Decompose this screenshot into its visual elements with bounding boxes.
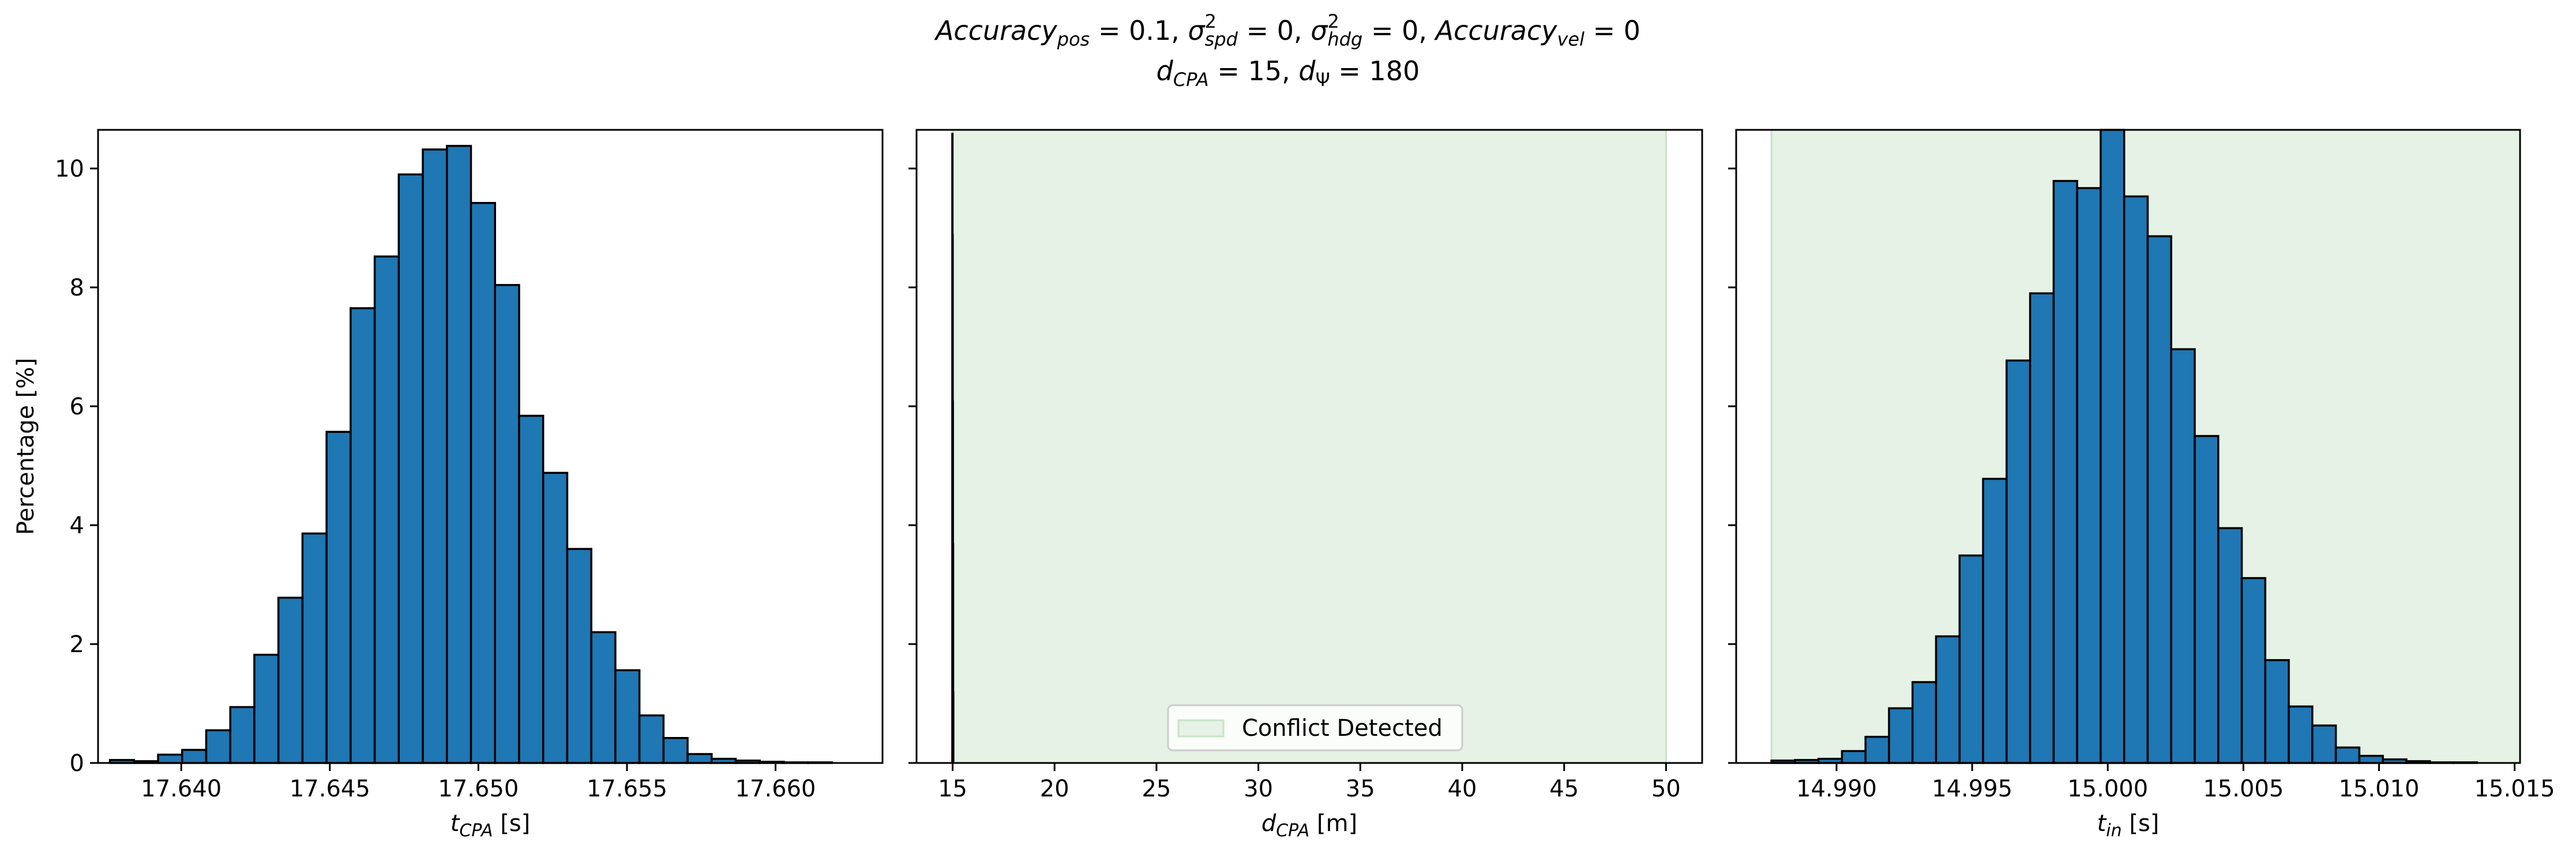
x-axis-label: tCPA [s]	[450, 810, 531, 841]
histogram-bar	[229, 706, 256, 764]
histogram-bar	[1864, 735, 1890, 764]
spike-bar	[952, 543, 955, 763]
histogram-bar	[301, 532, 328, 764]
histogram-bar	[2052, 179, 2078, 764]
figure-title-line-1: Accuracypos = 0.1, σ 2 spd = 0, σ 2 hdg = 0,…	[935, 10, 1641, 51]
histogram-bar	[1982, 477, 2008, 764]
conflict-region	[952, 129, 1667, 764]
histogram-bar	[2288, 705, 2314, 764]
histogram-bar	[325, 431, 352, 764]
axes-frame	[1735, 129, 2521, 764]
panel-t-cpa: 17.640 17.645 17.650 17.655 17.660 0 2 4 6 8 10 tCP…	[13, 129, 884, 841]
histogram-bar	[2006, 359, 2031, 764]
histogram-bar	[1958, 554, 1984, 764]
histogram-bar	[470, 201, 496, 764]
histogram-bar	[157, 753, 183, 764]
histogram-bar	[2170, 348, 2196, 764]
legend: Conflict Detected	[1167, 704, 1463, 751]
figure-title-line-2: dCPA = 15, dΨ = 180	[1156, 55, 1420, 91]
x-tick-label: 30	[1244, 776, 1273, 802]
histogram-bar	[662, 736, 689, 764]
x-tick-label: 50	[1651, 776, 1681, 802]
spike-bar	[952, 691, 955, 763]
x-tick-label: 14.995	[1932, 776, 2012, 802]
legend-box	[1167, 704, 1463, 751]
histogram-bar	[2217, 527, 2243, 764]
y-tick-label: 6	[70, 394, 84, 420]
x-axis-label: dCPA [m]	[1261, 810, 1357, 841]
histogram-bar	[2076, 187, 2102, 764]
histogram-bar	[1888, 707, 1914, 764]
histogram-bar	[2146, 235, 2172, 764]
histogram-bar	[253, 653, 280, 764]
histogram-bar	[2311, 724, 2337, 764]
x-tick-label: 17.660	[735, 776, 816, 802]
histogram-bar	[2358, 754, 2384, 764]
x-axis-label: tin [s]	[2097, 810, 2160, 841]
histogram-bar	[542, 472, 569, 764]
y-tick-label: 2	[70, 631, 84, 658]
x-tick-label: 20	[1040, 776, 1069, 802]
histogram-bar	[1935, 635, 1961, 764]
axes-frame	[915, 129, 1703, 764]
histogram-bar	[638, 714, 665, 764]
histogram-bar	[2100, 129, 2126, 764]
histogram-bar	[2264, 659, 2290, 764]
histogram-bar	[1841, 750, 1867, 764]
y-axis-label: Percentage [%]	[13, 358, 39, 535]
histogram-bar	[518, 414, 545, 764]
histogram-bar	[205, 729, 231, 764]
x-tick-label: 15.005	[2203, 776, 2284, 802]
x-tick-label: 15.000	[2067, 776, 2148, 802]
x-tick-label: 15.015	[2474, 776, 2555, 802]
axes-frame	[97, 129, 884, 764]
x-tick-label: 35	[1346, 776, 1375, 802]
histogram-bar	[422, 148, 448, 764]
x-tick-label: 14.990	[1796, 776, 1877, 802]
histogram-bar	[2029, 292, 2055, 764]
legend-label: Conflict Detected	[1242, 715, 1443, 742]
x-tick-label: 17.655	[587, 776, 667, 802]
x-tick-label: 17.645	[290, 776, 370, 802]
histogram-bar	[2123, 195, 2149, 764]
histogram-bar	[397, 173, 424, 764]
x-tick-label: 45	[1549, 776, 1579, 802]
y-tick-label: 0	[70, 750, 84, 777]
y-tick-label: 10	[55, 156, 84, 182]
histogram-bar	[2334, 746, 2361, 764]
histogram-bar	[614, 669, 641, 764]
histogram-bar	[1912, 681, 1937, 764]
histogram-bar	[373, 255, 400, 764]
panel-t-in: 14.990 14.995 15.000 15.005 15.010 15.015 tin …	[1728, 129, 2555, 841]
histogram-bar	[446, 145, 472, 764]
x-tick-label: 15.010	[2338, 776, 2419, 802]
y-tick-label: 4	[70, 512, 84, 539]
histogram-bar	[494, 284, 520, 764]
histogram-bar	[590, 631, 617, 764]
x-tick-label: 17.640	[141, 776, 221, 802]
x-tick-label: 15	[938, 776, 967, 802]
x-tick-label: 40	[1448, 776, 1477, 802]
x-tick-label: 25	[1141, 776, 1171, 802]
histogram-bar	[181, 749, 208, 764]
legend-swatch	[1177, 719, 1225, 738]
histogram-bar	[566, 548, 592, 764]
histogram-bar	[277, 596, 304, 764]
y-tick-label: 8	[70, 275, 84, 301]
histogram-bar	[686, 753, 713, 764]
histogram-bar	[2240, 577, 2267, 764]
x-tick-label: 17.650	[438, 776, 519, 802]
histogram-bar	[2194, 435, 2220, 764]
panel-d-cpa: 15 20 25 30 35 40 45 50 dCPA [m] Conflict Detecte…	[908, 129, 1703, 841]
histogram-bar	[350, 307, 376, 764]
